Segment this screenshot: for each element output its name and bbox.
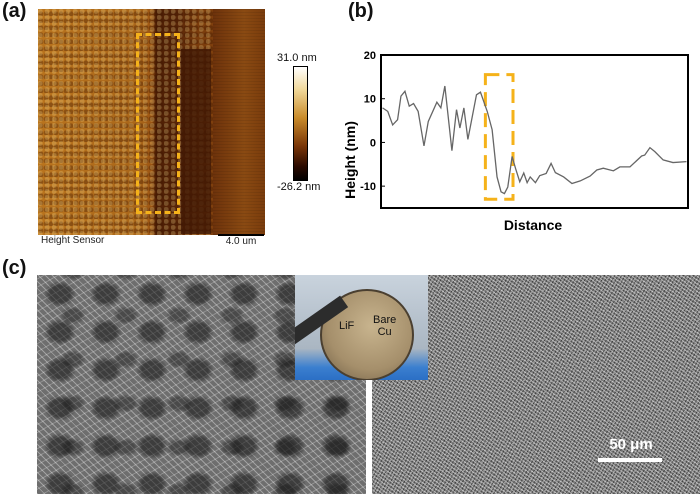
y-tick-label: -10 bbox=[360, 181, 376, 193]
sem-scale-label: 50 μm bbox=[609, 436, 653, 453]
afm-step-region bbox=[181, 49, 211, 234]
panel-c-label: (c) bbox=[2, 257, 27, 279]
inset-label-cu: Cu bbox=[377, 326, 392, 338]
afm-bare-cu-region bbox=[213, 9, 265, 235]
copper-disc bbox=[320, 289, 414, 380]
sem-scale-bar bbox=[598, 458, 662, 462]
afm-scale-label: 4.0 um bbox=[225, 236, 257, 247]
inset-label-bare-cu: Bare Cu bbox=[373, 314, 396, 338]
inset-label-lif: LiF bbox=[339, 320, 355, 332]
colorbar-min: -26.2 nm bbox=[277, 181, 321, 193]
y-tick-label: 10 bbox=[364, 94, 376, 106]
highlight-box bbox=[483, 73, 515, 201]
highlight-box bbox=[136, 33, 180, 214]
y-axis-label: Height (nm) bbox=[342, 121, 358, 199]
colorbar bbox=[293, 66, 308, 181]
height-profile-chart: -10 0 10 20 Distance Height (nm) bbox=[342, 50, 689, 233]
afm-scale-bar: 4.0 um bbox=[218, 234, 264, 247]
afm-caption: Height Sensor bbox=[41, 235, 105, 246]
x-axis-label: Distance bbox=[504, 217, 563, 233]
plot-frame bbox=[380, 54, 689, 209]
afm-height-image bbox=[38, 9, 265, 235]
y-tick-label: 20 bbox=[364, 50, 376, 62]
panel-b-label: (b) bbox=[348, 0, 374, 22]
y-tick-label: 0 bbox=[370, 137, 376, 149]
series-line bbox=[382, 85, 687, 195]
inset-photo: LiF Bare Cu bbox=[295, 275, 428, 380]
inset-label-bare: Bare bbox=[373, 314, 397, 326]
panel-a-label: (a) bbox=[2, 0, 27, 22]
colorbar-max: 31.0 nm bbox=[277, 52, 317, 64]
